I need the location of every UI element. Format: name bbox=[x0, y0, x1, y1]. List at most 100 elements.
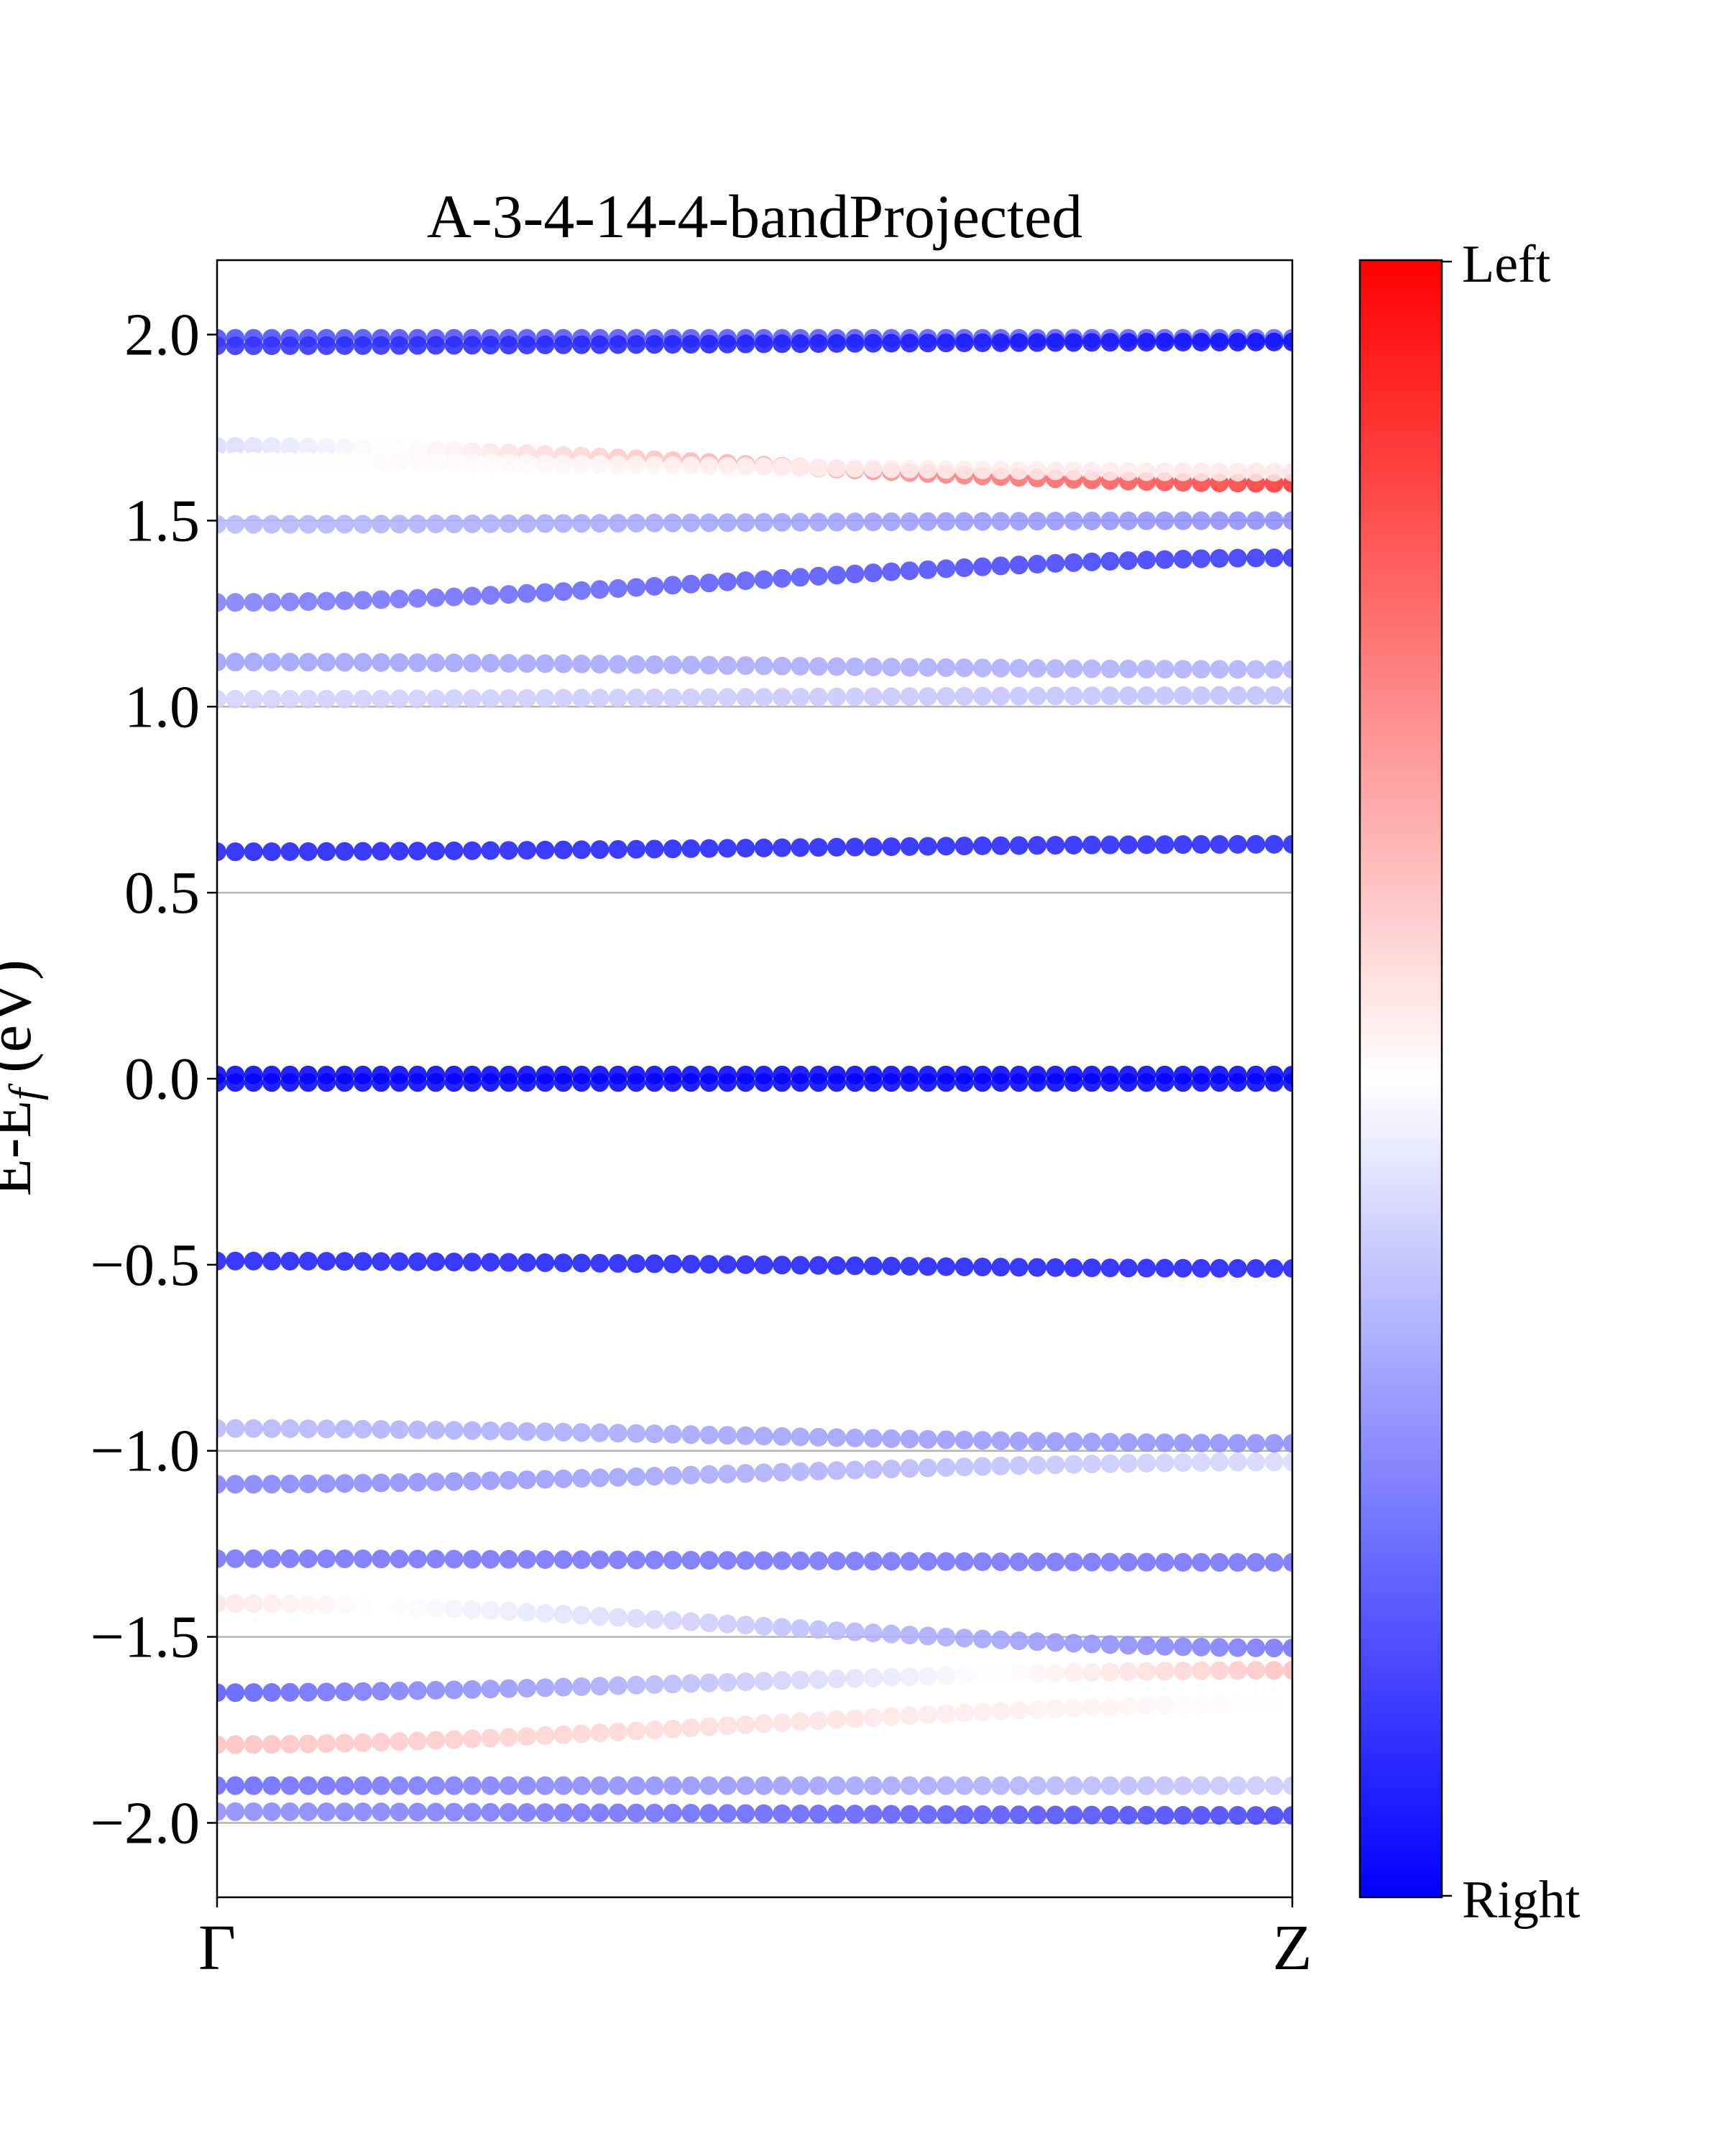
band-point bbox=[317, 689, 336, 709]
band-point bbox=[1192, 835, 1211, 854]
band-point bbox=[754, 1427, 773, 1446]
band-point bbox=[226, 1251, 245, 1271]
band-point bbox=[462, 336, 482, 355]
band-point bbox=[444, 1680, 464, 1700]
band-point bbox=[535, 1726, 555, 1746]
band-point bbox=[1046, 1455, 1065, 1475]
band-point bbox=[1228, 1258, 1247, 1278]
band-point bbox=[244, 1419, 263, 1438]
band-point bbox=[882, 459, 901, 479]
band-point bbox=[1246, 1259, 1266, 1279]
band-point bbox=[1283, 1434, 1292, 1453]
band-point bbox=[226, 1419, 245, 1438]
band-point bbox=[372, 452, 391, 471]
band-point bbox=[699, 456, 719, 476]
band-point bbox=[791, 1073, 810, 1092]
band-point bbox=[353, 1802, 372, 1822]
band-point bbox=[426, 453, 446, 472]
band-point bbox=[280, 1251, 300, 1271]
band-point bbox=[1192, 1637, 1211, 1657]
band-point bbox=[791, 1776, 810, 1795]
band-point bbox=[791, 334, 810, 354]
band-point bbox=[390, 1802, 409, 1822]
band-point bbox=[809, 838, 828, 857]
band-point bbox=[773, 1618, 792, 1637]
band-point bbox=[1173, 511, 1192, 530]
band-point bbox=[499, 1802, 518, 1822]
band-point bbox=[444, 1472, 464, 1491]
band-point bbox=[1028, 461, 1047, 480]
band-point bbox=[1283, 1639, 1292, 1658]
band-point bbox=[298, 1595, 318, 1614]
band-point bbox=[1210, 834, 1229, 854]
band-point bbox=[1118, 835, 1138, 854]
band-point bbox=[627, 578, 646, 597]
band-point bbox=[773, 838, 792, 857]
band-point bbox=[426, 1598, 446, 1618]
band-point bbox=[900, 837, 919, 856]
band-point bbox=[1118, 551, 1138, 571]
band-point bbox=[736, 656, 755, 676]
band-point bbox=[736, 1715, 755, 1734]
band-point bbox=[262, 1073, 282, 1092]
band-point bbox=[1137, 1662, 1156, 1681]
band-point bbox=[1100, 511, 1120, 530]
band-point bbox=[1118, 333, 1138, 352]
band-point bbox=[372, 1473, 391, 1493]
band-point bbox=[262, 592, 282, 612]
band-point bbox=[1210, 686, 1229, 705]
band-point bbox=[937, 658, 956, 677]
band-point bbox=[426, 588, 446, 607]
band-point bbox=[1082, 1073, 1102, 1092]
band-point bbox=[845, 1669, 865, 1688]
band-point bbox=[918, 1257, 937, 1276]
band-point bbox=[590, 840, 610, 860]
band-point bbox=[1155, 1776, 1174, 1795]
band-point bbox=[627, 655, 646, 674]
band-point bbox=[372, 689, 391, 709]
band-16 bbox=[217, 1593, 1292, 1658]
band-point bbox=[681, 1612, 701, 1631]
band-point bbox=[1118, 1662, 1138, 1682]
y-tick-label: −2.0 bbox=[91, 1789, 200, 1856]
band-point bbox=[1173, 333, 1192, 352]
band-point bbox=[1210, 1638, 1229, 1657]
band-point bbox=[499, 1470, 518, 1490]
band-point bbox=[280, 515, 300, 534]
band-point bbox=[1192, 660, 1211, 679]
band-point bbox=[1283, 1452, 1292, 1472]
band-point bbox=[535, 1776, 555, 1795]
band-point bbox=[1082, 1258, 1102, 1278]
band-point bbox=[1137, 1552, 1156, 1572]
band-point bbox=[353, 842, 372, 861]
band-point bbox=[1173, 1776, 1192, 1795]
band-point bbox=[809, 334, 828, 354]
band-point bbox=[226, 653, 245, 672]
band-6 bbox=[217, 548, 1292, 612]
band-point bbox=[1155, 1258, 1174, 1278]
band-point bbox=[736, 1255, 755, 1274]
band-point bbox=[809, 458, 828, 477]
band-point bbox=[773, 334, 792, 354]
band-point bbox=[717, 572, 737, 591]
band-point bbox=[1064, 511, 1083, 530]
band-point bbox=[217, 1251, 226, 1271]
band-point bbox=[1210, 1776, 1229, 1795]
band-point bbox=[426, 1549, 446, 1569]
band-point bbox=[809, 1551, 828, 1570]
band-point bbox=[900, 1626, 919, 1645]
band-point bbox=[335, 1073, 354, 1092]
band-point bbox=[1137, 1073, 1156, 1092]
band-point bbox=[1137, 1636, 1156, 1656]
band-point bbox=[1137, 659, 1156, 678]
band-point bbox=[900, 1706, 919, 1726]
band-point bbox=[1264, 660, 1284, 679]
band-point bbox=[882, 333, 901, 353]
band-point bbox=[1155, 462, 1174, 482]
band-point bbox=[972, 512, 992, 531]
band-point bbox=[1082, 461, 1102, 481]
band-point bbox=[1100, 835, 1120, 854]
band-point bbox=[1028, 1455, 1047, 1475]
band-point bbox=[1028, 1073, 1047, 1092]
band-point bbox=[809, 1073, 828, 1092]
